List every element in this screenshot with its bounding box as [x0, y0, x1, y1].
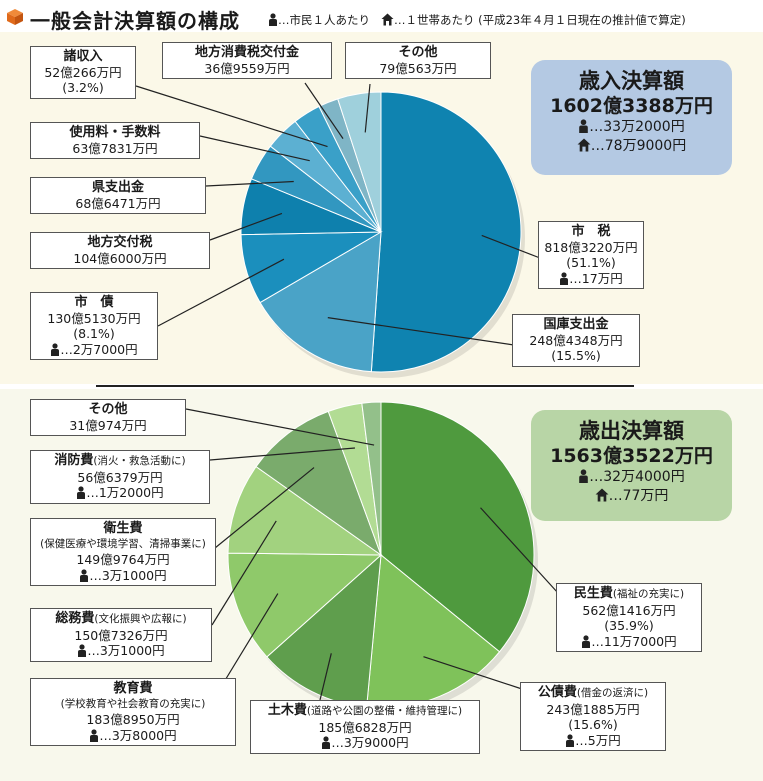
revenue-leader-0: [481, 234, 541, 259]
cube-icon: [7, 9, 23, 25]
label-sonota-revenue: その他 79億563万円: [345, 42, 491, 79]
label-chihou-shouhizei: 地方消費税交付金 36億9559万円: [162, 42, 332, 79]
expense-leader-1: [423, 656, 526, 691]
revenue-leader-2: [157, 258, 285, 327]
label-shoubou: 消防費(消火・救急活動に) 56億6379万円 …1万2000円: [30, 450, 210, 504]
person-icon: [579, 119, 589, 133]
expense-slice-0: [380, 401, 535, 653]
expense-leader-4: [211, 520, 277, 626]
label-chihou-koufuzei: 地方交付税 104億6000万円: [30, 232, 210, 269]
revenue-leader-8: [364, 83, 371, 133]
expense-per-person: …32万4000円: [537, 468, 726, 487]
label-eisei: 衛生費 (保健医療や環境学習、清掃事業に) 149億9764万円 …3万1000…: [30, 518, 216, 586]
label-shisai: 市 債 130億5130万円 (8.1%) …2万7000円: [30, 292, 158, 360]
revenue-slice-1: [259, 231, 382, 373]
revenue-per-household: …78万9000円: [537, 137, 726, 156]
person-icon: [566, 733, 575, 747]
person-icon: [269, 13, 277, 26]
revenue-slice-0: [370, 91, 522, 373]
label-kousai: 公債費(借金の返済に) 243億1885万円 (15.6%) …5万円: [520, 682, 666, 751]
person-icon: [80, 568, 89, 582]
revenue-leader-5: [199, 135, 310, 162]
expense-total-title: 歳出決算額: [579, 419, 684, 443]
expense-per-household: …77万円: [537, 487, 726, 506]
note-basis: (平成23年４月１日現在の推計値で算定): [478, 13, 686, 27]
person-icon: [51, 342, 60, 356]
note-person: …市民１人あたり: [278, 13, 370, 27]
revenue-leader-6: [135, 85, 328, 148]
revenue-slice-8: [337, 91, 382, 233]
expense-slice-4: [227, 465, 383, 556]
revenue-total-amount: 1602億3388万円: [550, 95, 713, 117]
house-icon: [577, 138, 591, 152]
person-icon: [77, 486, 86, 499]
label-shizei: 市 税 818億3220万円 (51.1%) …17万円: [538, 221, 644, 289]
expense-leader-7: [185, 408, 375, 446]
header-note: …市民１人あたり …１世帯あたり (平成23年４月１日現在の推計値で算定): [268, 12, 686, 28]
expense-leader-0: [480, 507, 559, 594]
revenue-leader-4: [205, 180, 294, 187]
label-kokko: 国庫支出金 248億4348万円 (15.5%): [512, 314, 640, 367]
person-icon: [90, 728, 99, 742]
expense-leader-2: [319, 653, 332, 701]
label-kyouiku: 教育費 (学校教育や社会教育の充実に) 183億8950万円 …3万8000円: [30, 678, 236, 746]
expense-pie: [227, 401, 538, 714]
expense-total-box: 歳出決算額 1563億3522万円 …32万4000円 …77万円: [531, 410, 732, 521]
revenue-total-title: 歳入決算額: [579, 69, 684, 93]
expense-leader-6: [209, 447, 355, 461]
person-icon: [579, 469, 589, 483]
expense-total-amount: 1563億3522万円: [550, 445, 713, 467]
person-icon: [582, 634, 591, 648]
revenue-per-person: …33万2000円: [537, 118, 726, 137]
note-household: …１世帯あたり: [393, 13, 475, 27]
expense-slice-3: [227, 552, 383, 658]
label-ken-shishutsu: 県支出金 68億6471万円: [30, 177, 206, 214]
house-icon: [381, 13, 394, 26]
house-icon: [595, 488, 609, 502]
revenue-leader-3: [209, 212, 283, 241]
revenue-total-box: 歳入決算額 1602億3388万円 …33万2000円 …78万9000円: [531, 60, 732, 175]
revenue-leader-7: [304, 82, 344, 139]
person-icon: [322, 736, 331, 749]
label-shiyouryou: 使用料・手数料 63億7831万円: [30, 122, 200, 159]
section-divider: [96, 385, 634, 387]
revenue-leader-1: [327, 317, 515, 346]
header: 一般会計決算額の構成 …市民１人あたり …１世帯あたり (平成23年４月１日現在…: [0, 0, 763, 36]
expense-slice-5: [255, 410, 383, 557]
label-doboku: 土木費(道路や公園の整備・維持管理に) 185億6828万円 …3万9000円: [250, 700, 480, 754]
page-title: 一般会計決算額の構成: [30, 9, 240, 33]
expense-leader-5: [214, 467, 315, 549]
label-shoshuunyuu: 諸収入 52億266万円 (3.2%): [30, 46, 136, 99]
label-sonota-expense: その他 31億974万円: [30, 399, 186, 436]
person-icon: [560, 271, 569, 285]
revenue-pie: [240, 91, 525, 378]
expense-slice-7: [361, 401, 382, 556]
leader-lines: [135, 82, 559, 706]
label-soumu: 総務費(文化振興や広報に) 150億7326万円 …3万1000円: [30, 608, 212, 662]
person-icon: [78, 644, 87, 657]
label-minsei: 民生費(福祉の充実に) 562億1416万円 (35.9%) …11万7000円: [556, 583, 702, 652]
